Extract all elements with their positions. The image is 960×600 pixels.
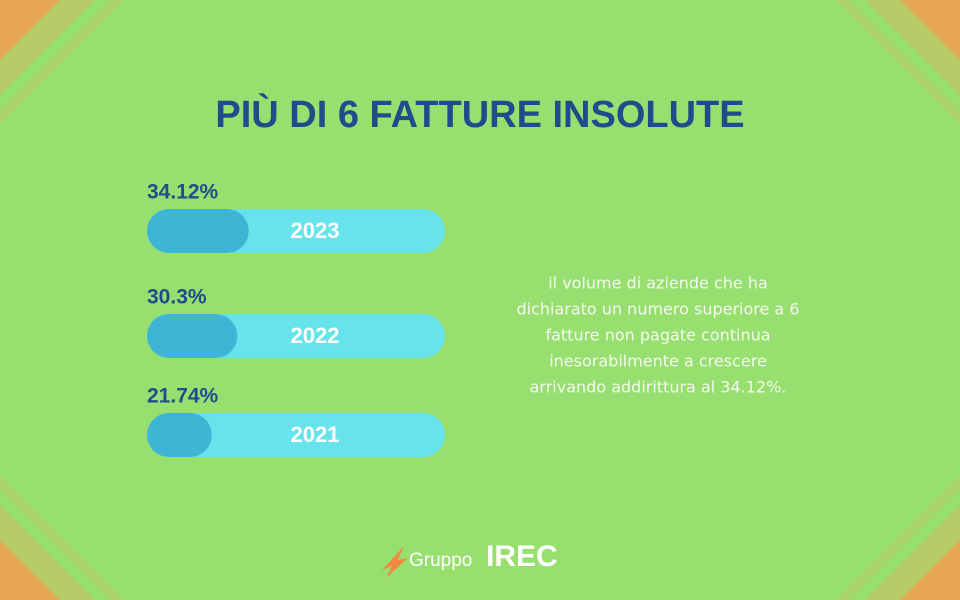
bar-track — [147, 413, 445, 457]
description-line: arrivando addirittura al 34.12%. — [530, 378, 787, 397]
bar — [147, 314, 238, 358]
category-label: 2021 — [291, 422, 340, 447]
category-label: 2023 — [291, 218, 340, 243]
chart-title: PIÙ DI 6 FATTURE INSOLUTE — [215, 92, 744, 136]
value-label: 21.74% — [147, 385, 219, 408]
logo: Gruppo IREC — [382, 540, 558, 578]
description-line: il volume di aziende che ha — [548, 274, 768, 293]
description-line: dichiarato un numero superiore a 6 — [516, 300, 799, 319]
description-line: inesorabilmente a crescere — [549, 352, 767, 371]
bar — [147, 413, 212, 457]
logo-icon — [382, 546, 408, 578]
value-label: 34.12% — [147, 181, 219, 204]
description-line: fatture non pagate continua — [545, 326, 770, 345]
logo-prefix: Gruppo — [409, 550, 472, 571]
value-label: 30.3% — [147, 286, 207, 309]
bar — [147, 209, 249, 253]
logo-name: IREC — [486, 540, 558, 573]
category-label: 2022 — [291, 323, 340, 348]
